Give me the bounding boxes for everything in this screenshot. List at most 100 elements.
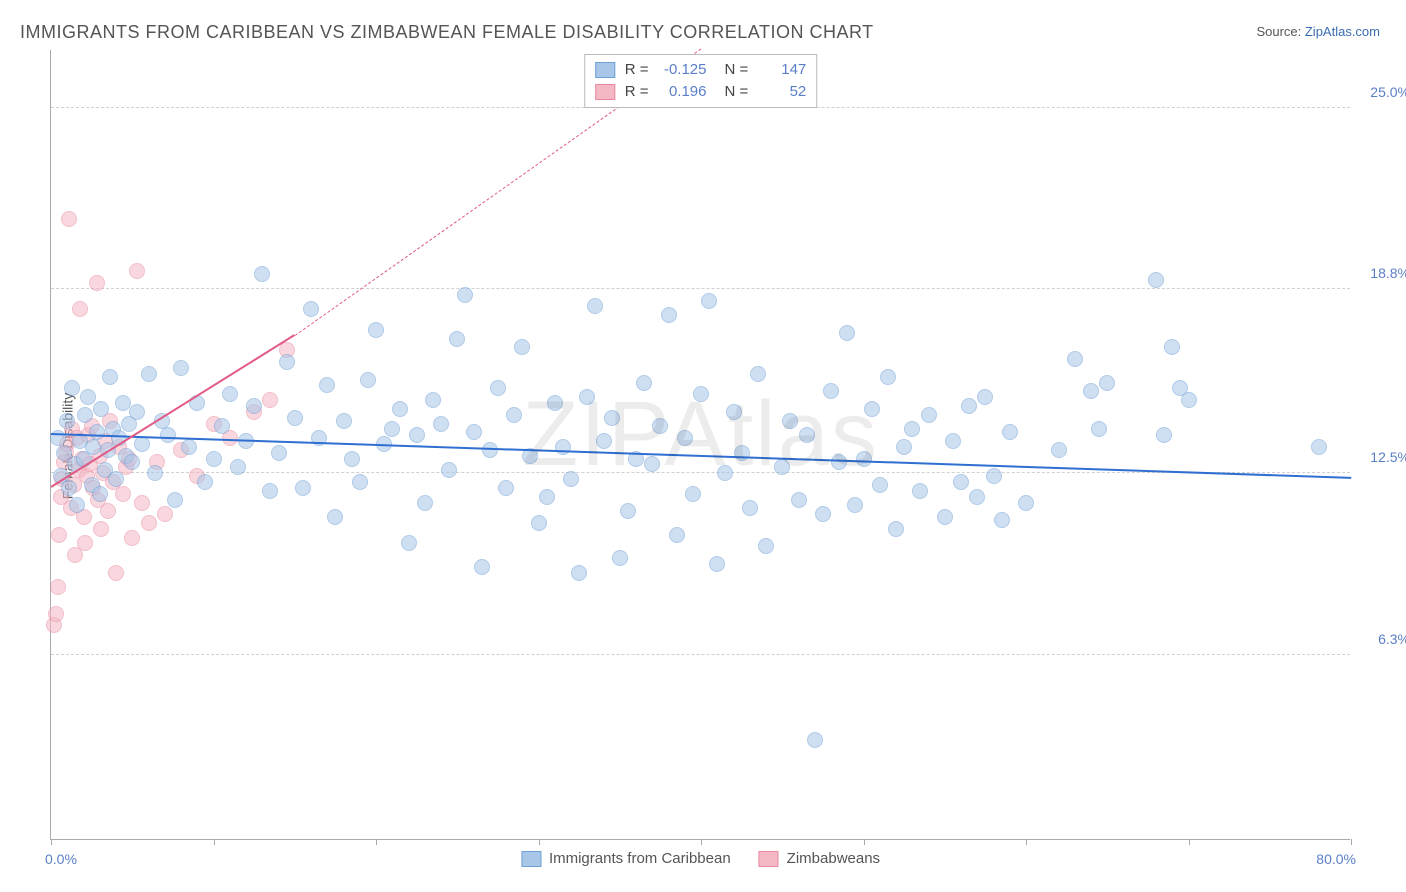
data-point bbox=[287, 410, 303, 426]
stats-legend: R = -0.125 N = 147 R = 0.196 N = 52 bbox=[584, 54, 818, 108]
stats-legend-row-1: R = -0.125 N = 147 bbox=[595, 59, 807, 81]
data-point bbox=[531, 515, 547, 531]
x-tick bbox=[1189, 839, 1190, 845]
y-tick-label: 12.5% bbox=[1356, 449, 1406, 465]
data-point bbox=[457, 287, 473, 303]
data-point bbox=[108, 565, 124, 581]
data-point bbox=[587, 298, 603, 314]
data-point bbox=[896, 439, 912, 455]
data-point bbox=[295, 480, 311, 496]
n-label: N = bbox=[725, 59, 749, 81]
n-label: N = bbox=[725, 81, 749, 103]
caribbean-n-value: 147 bbox=[758, 59, 806, 81]
gridline bbox=[51, 472, 1350, 473]
data-point bbox=[986, 468, 1002, 484]
data-point bbox=[1156, 427, 1172, 443]
data-point bbox=[115, 486, 131, 502]
data-point bbox=[758, 538, 774, 554]
data-point bbox=[474, 559, 490, 575]
data-point bbox=[93, 401, 109, 417]
x-tick bbox=[701, 839, 702, 845]
data-point bbox=[77, 535, 93, 551]
x-tick bbox=[539, 839, 540, 845]
data-point bbox=[157, 506, 173, 522]
data-point bbox=[1148, 272, 1164, 288]
data-point bbox=[709, 556, 725, 572]
data-point bbox=[147, 465, 163, 481]
x-axis-min-label: 0.0% bbox=[45, 851, 77, 867]
data-point bbox=[685, 486, 701, 502]
data-point bbox=[693, 386, 709, 402]
data-point bbox=[69, 497, 85, 513]
data-point bbox=[319, 377, 335, 393]
data-point bbox=[888, 521, 904, 537]
source-attribution: Source: ZipAtlas.com bbox=[1256, 24, 1380, 39]
data-point bbox=[93, 521, 109, 537]
data-point bbox=[750, 366, 766, 382]
data-point bbox=[51, 527, 67, 543]
data-point bbox=[254, 266, 270, 282]
data-point bbox=[604, 410, 620, 426]
data-point bbox=[612, 550, 628, 566]
data-point bbox=[596, 433, 612, 449]
data-point bbox=[506, 407, 522, 423]
caribbean-r-value: -0.125 bbox=[659, 59, 707, 81]
data-point bbox=[571, 565, 587, 581]
data-point bbox=[466, 424, 482, 440]
chart-container: IMMIGRANTS FROM CARIBBEAN VS ZIMBABWEAN … bbox=[0, 0, 1406, 892]
data-point bbox=[85, 439, 101, 455]
data-point bbox=[50, 579, 66, 595]
data-point bbox=[937, 509, 953, 525]
data-point bbox=[433, 416, 449, 432]
legend-item-zimbabwean: Zimbabweans bbox=[759, 850, 880, 867]
data-point bbox=[129, 404, 145, 420]
data-point bbox=[173, 360, 189, 376]
data-point bbox=[246, 398, 262, 414]
stats-legend-row-2: R = 0.196 N = 52 bbox=[595, 81, 807, 103]
data-point bbox=[579, 389, 595, 405]
data-point bbox=[80, 389, 96, 405]
x-tick bbox=[214, 839, 215, 845]
data-point bbox=[1067, 351, 1083, 367]
data-point bbox=[669, 527, 685, 543]
r-label: R = bbox=[625, 81, 649, 103]
data-point bbox=[1311, 439, 1327, 455]
data-point bbox=[953, 474, 969, 490]
zimbabwean-r-value: 0.196 bbox=[659, 81, 707, 103]
data-point bbox=[994, 512, 1010, 528]
data-point bbox=[717, 465, 733, 481]
data-point bbox=[636, 375, 652, 391]
data-point bbox=[1091, 421, 1107, 437]
caribbean-swatch-icon bbox=[521, 851, 541, 867]
data-point bbox=[129, 263, 145, 279]
data-point bbox=[197, 474, 213, 490]
data-point bbox=[401, 535, 417, 551]
data-point bbox=[847, 497, 863, 513]
data-point bbox=[100, 503, 116, 519]
data-point bbox=[912, 483, 928, 499]
data-point bbox=[742, 500, 758, 516]
data-point bbox=[360, 372, 376, 388]
zimbabwean-swatch-icon bbox=[595, 84, 615, 100]
data-point bbox=[141, 515, 157, 531]
data-point bbox=[904, 421, 920, 437]
data-point bbox=[77, 407, 93, 423]
data-point bbox=[279, 354, 295, 370]
data-point bbox=[336, 413, 352, 429]
data-point bbox=[864, 401, 880, 417]
x-tick bbox=[376, 839, 377, 845]
data-point bbox=[441, 462, 457, 478]
zimbabwean-legend-label: Zimbabweans bbox=[787, 850, 880, 867]
data-point bbox=[977, 389, 993, 405]
source-link[interactable]: ZipAtlas.com bbox=[1305, 24, 1380, 39]
data-point bbox=[72, 301, 88, 317]
data-point bbox=[167, 492, 183, 508]
x-axis-max-label: 80.0% bbox=[1316, 851, 1356, 867]
data-point bbox=[102, 369, 118, 385]
data-point bbox=[555, 439, 571, 455]
data-point bbox=[782, 413, 798, 429]
data-point bbox=[1181, 392, 1197, 408]
data-point bbox=[1051, 442, 1067, 458]
caribbean-legend-label: Immigrants from Caribbean bbox=[549, 850, 731, 867]
data-point bbox=[61, 480, 77, 496]
